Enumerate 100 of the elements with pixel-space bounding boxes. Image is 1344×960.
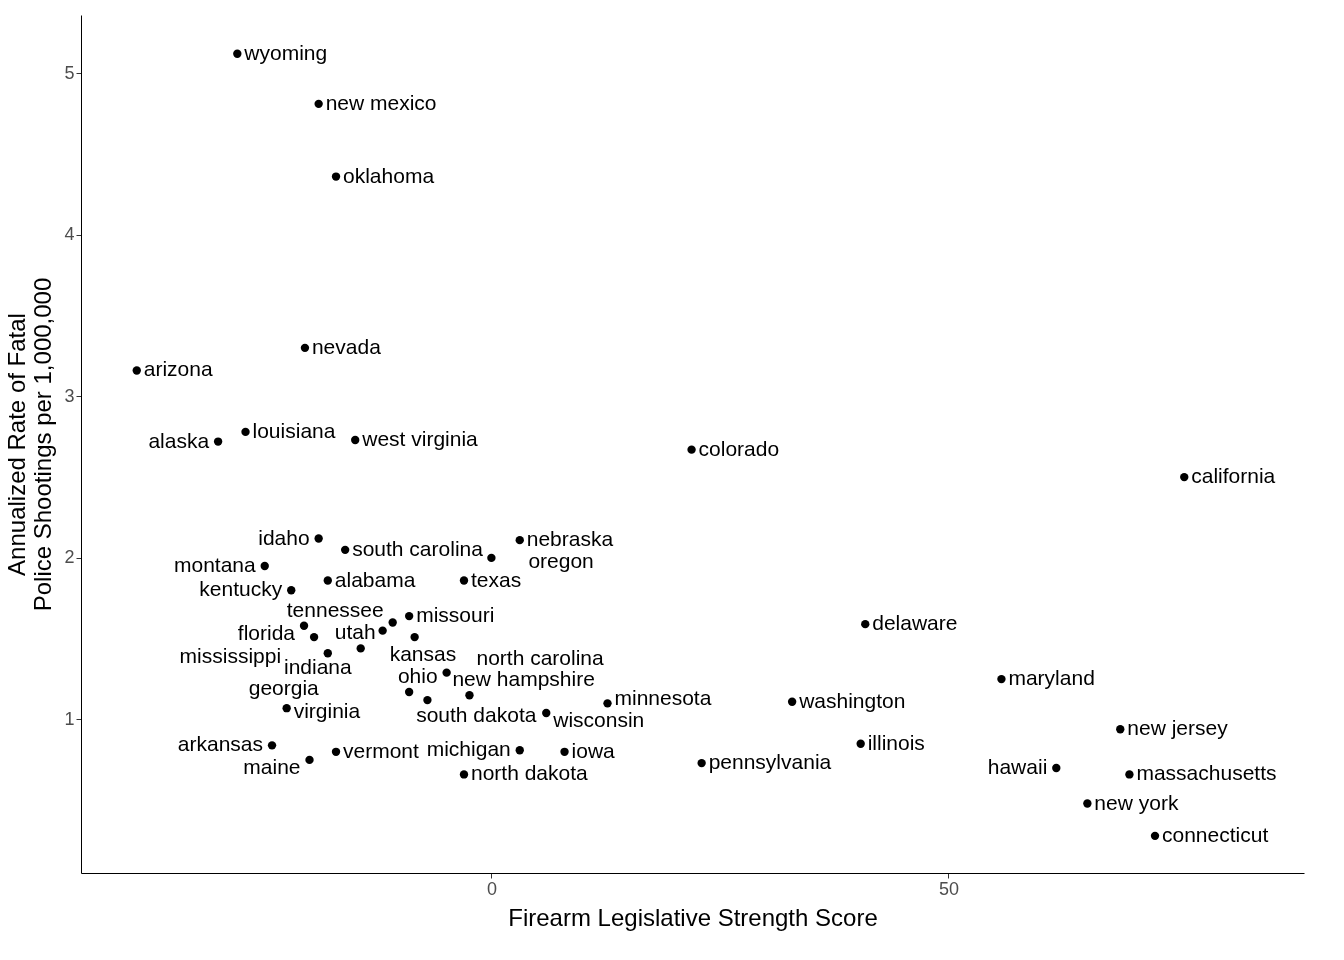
- point: [459, 770, 469, 779]
- point: [314, 99, 323, 109]
- annotation: hawaii: [987, 754, 1048, 778]
- point: [323, 649, 332, 658]
- point: [997, 674, 1006, 684]
- point: [213, 437, 223, 446]
- point: [378, 626, 387, 635]
- point: [542, 708, 551, 718]
- point: [282, 704, 291, 713]
- point: [233, 49, 242, 58]
- point: [465, 691, 474, 700]
- annotation: new jersey: [1127, 716, 1229, 740]
- point: [1116, 725, 1125, 734]
- point: [388, 618, 397, 627]
- point: [267, 741, 277, 750]
- annotation: louisiana: [252, 418, 336, 442]
- annotation: iowa: [571, 738, 616, 762]
- point: [132, 366, 141, 375]
- point: [487, 553, 496, 563]
- annotation: maine: [243, 754, 301, 778]
- annotation: nevada: [311, 334, 382, 358]
- annotation: new hampshire: [452, 667, 595, 691]
- annotation: west virginia: [361, 426, 479, 450]
- x-tick-label: 50: [938, 878, 959, 899]
- annotation: oklahoma: [343, 163, 435, 187]
- point: [331, 747, 341, 756]
- annotation: indiana: [283, 655, 353, 679]
- annotation: alaska: [148, 428, 210, 452]
- point: [260, 561, 269, 571]
- annotation: kansas: [389, 641, 457, 665]
- y-tick-label: 1: [64, 709, 75, 729]
- annotation: massachusetts: [1136, 761, 1277, 785]
- x-axis-title: Firearm Legislative Strength Score: [508, 903, 878, 931]
- point: [856, 739, 865, 748]
- annotation: oregon: [528, 548, 594, 572]
- annotation: nebraska: [526, 527, 614, 551]
- annotation: utah: [334, 620, 376, 644]
- point: [314, 534, 323, 543]
- point: [340, 545, 350, 555]
- point: [560, 747, 569, 756]
- annotation: tennessee: [286, 597, 384, 621]
- annotation: maryland: [1008, 666, 1095, 690]
- annotation: wisconsin: [552, 708, 645, 732]
- point: [442, 668, 451, 677]
- annotation: missouri: [416, 603, 495, 627]
- point: [356, 644, 365, 653]
- point: [1083, 799, 1092, 808]
- annotation: ohio: [397, 663, 438, 687]
- point: [697, 758, 706, 768]
- point: [515, 746, 524, 755]
- point: [459, 576, 469, 585]
- annotation: mississippi: [179, 644, 282, 668]
- point: [1052, 763, 1061, 773]
- annotation: illinois: [867, 730, 925, 754]
- annotation: arizona: [143, 357, 213, 381]
- point: [1125, 770, 1134, 779]
- annotation: connecticut: [1162, 822, 1269, 846]
- point: [515, 535, 524, 545]
- annotation: delaware: [872, 611, 958, 635]
- annotation: vermont: [343, 738, 420, 762]
- point: [787, 697, 797, 706]
- point: [300, 343, 310, 353]
- y-tick-label: 3: [64, 385, 75, 406]
- annotation: michigan: [426, 737, 511, 761]
- point: [861, 619, 870, 629]
- y-tick-label: 5: [64, 62, 75, 83]
- y-axis-title: Annualized Rate of Fatal Police Shootings per 1,000,000: [3, 277, 57, 612]
- annotation: colorado: [698, 436, 780, 460]
- point: [287, 586, 296, 595]
- annotation: north dakota: [470, 761, 589, 785]
- point: [423, 695, 432, 705]
- annotation: south carolina: [352, 536, 484, 560]
- annotation: georgia: [248, 676, 320, 700]
- point: [404, 611, 414, 621]
- annotation: virginia: [293, 699, 361, 723]
- point: [687, 445, 696, 454]
- annotation: minnesota: [614, 686, 712, 710]
- annotation: arkansas: [177, 732, 264, 756]
- point: [305, 755, 314, 765]
- annotation: montana: [174, 552, 257, 576]
- y-tick-label: 4: [64, 224, 75, 245]
- annotation: north carolina: [476, 646, 605, 670]
- annotation: kentucky: [199, 577, 283, 601]
- point: [1150, 831, 1160, 841]
- point: [351, 435, 360, 445]
- annotation: alabama: [334, 567, 416, 591]
- annotation: texas: [470, 567, 522, 591]
- point: [331, 172, 341, 181]
- annotation: idaho: [258, 525, 310, 549]
- point: [299, 621, 309, 630]
- annotation: new york: [1094, 790, 1179, 814]
- point: [603, 699, 612, 708]
- point: [410, 632, 419, 642]
- annotation: new mexico: [325, 90, 437, 114]
- annotation: pennsylvania: [708, 750, 832, 774]
- x-tick-label: 0: [486, 878, 497, 899]
- point: [1180, 472, 1189, 482]
- annotation: south dakota: [416, 703, 537, 727]
- annotation: florida: [237, 620, 296, 644]
- point: [323, 576, 332, 585]
